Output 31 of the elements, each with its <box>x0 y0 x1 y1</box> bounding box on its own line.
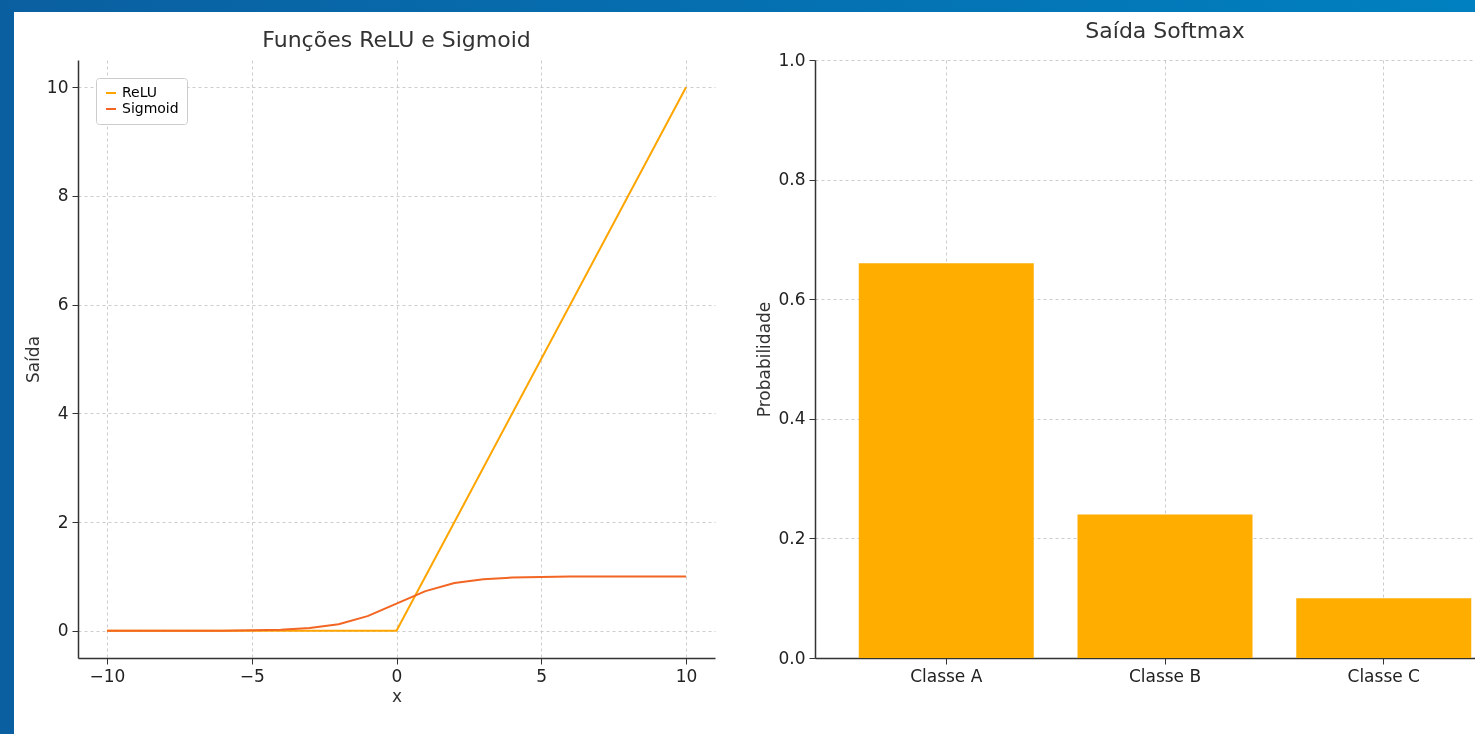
bar <box>1077 514 1253 658</box>
bar <box>1296 598 1472 658</box>
y-axis-title: Probabilidade <box>754 301 775 418</box>
line-series <box>105 575 688 632</box>
x-tick-label: 5 <box>536 665 548 686</box>
x-tick-label: 0 <box>391 665 403 686</box>
y-tick-label: 2 <box>57 511 69 532</box>
y-tick-label: 0.4 <box>778 408 806 429</box>
x-tick-label: Classe C <box>1347 665 1420 686</box>
chart-title: Funções ReLU e Sigmoid <box>262 27 531 52</box>
bar <box>858 263 1034 658</box>
x-tick-label: −10 <box>89 665 126 686</box>
y-tick-label: 0 <box>57 620 69 641</box>
y-tick-label: 8 <box>57 185 69 206</box>
x-axis-title: x <box>391 685 403 706</box>
y-axis-title: Saída <box>22 335 43 384</box>
y-tick-label: 0.6 <box>778 288 806 309</box>
chart-title: Saída Softmax <box>1085 18 1245 43</box>
y-tick-label: 10 <box>46 76 69 97</box>
legend-label: ReLU <box>122 84 158 100</box>
y-tick-label: 4 <box>57 402 69 423</box>
y-tick-label: 0.2 <box>778 527 806 548</box>
y-tick-label: 0.0 <box>778 647 806 668</box>
x-tick-label: Classe B <box>1128 665 1202 686</box>
y-tick-label: 1.0 <box>778 49 806 70</box>
x-tick-label: Classe A <box>910 665 983 686</box>
x-tick-label: −5 <box>239 665 265 686</box>
legend-label: Sigmoid <box>122 100 179 116</box>
y-tick-label: 0.8 <box>778 169 806 190</box>
y-tick-label: 6 <box>57 294 69 315</box>
x-tick-label: 10 <box>675 665 698 686</box>
